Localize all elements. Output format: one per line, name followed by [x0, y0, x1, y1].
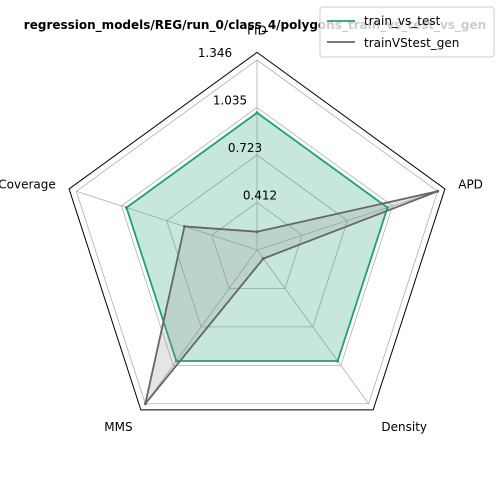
point-train-vs-test-apd — [386, 206, 390, 210]
point-train-vs-test-mms — [174, 359, 178, 363]
radial-tick-label: 1.035 — [213, 93, 247, 107]
radial-tick-label: 1.346 — [198, 46, 232, 60]
series-line-trainvstest-gen — [144, 190, 439, 405]
grid-ring-2 — [120, 106, 394, 366]
axis-label-coverage: Coverage — [0, 178, 56, 192]
axis-label-fid: FID — [247, 23, 267, 37]
grid-ring-3 — [75, 59, 439, 405]
radial-tick-label: 0.723 — [228, 141, 262, 155]
series-line-train-vs-test — [125, 111, 389, 362]
legend-label-trainvstest-gen: trainVStest_gen — [364, 36, 459, 50]
point-train-vs-test-coverage — [124, 206, 128, 210]
radar-series — [124, 111, 440, 406]
legend: train_vs_test trainVStest_gen — [319, 6, 495, 58]
axis-label-mms: MMS — [104, 420, 132, 434]
point-trainvstest-gen-coverage — [182, 224, 186, 228]
point-trainvstest-gen-mms — [143, 402, 147, 406]
radial-tick-label: 0.412 — [243, 188, 277, 202]
radar-labels: 0.412 0.723 1.035 1.346 FID APD Density MMS Cove… — [0, 23, 483, 434]
point-trainvstest-gen-fid — [255, 230, 259, 234]
point-trainvstest-gen-density — [261, 257, 265, 261]
point-train-vs-test-fid — [255, 111, 259, 115]
point-trainvstest-gen-apd — [436, 189, 440, 193]
legend-label-train-vs-test: train_vs_test — [364, 14, 441, 28]
series-area-train-vs-test — [126, 112, 388, 362]
series-area-trainvstest-gen — [145, 191, 438, 404]
radar-grid — [68, 51, 446, 411]
grid-ring-1 — [166, 154, 348, 328]
legend-box — [319, 6, 495, 58]
outer-frame — [68, 51, 446, 411]
axis-label-apd: APD — [458, 178, 483, 192]
point-train-vs-test-density — [336, 359, 340, 363]
axis-label-density: Density — [381, 420, 427, 434]
